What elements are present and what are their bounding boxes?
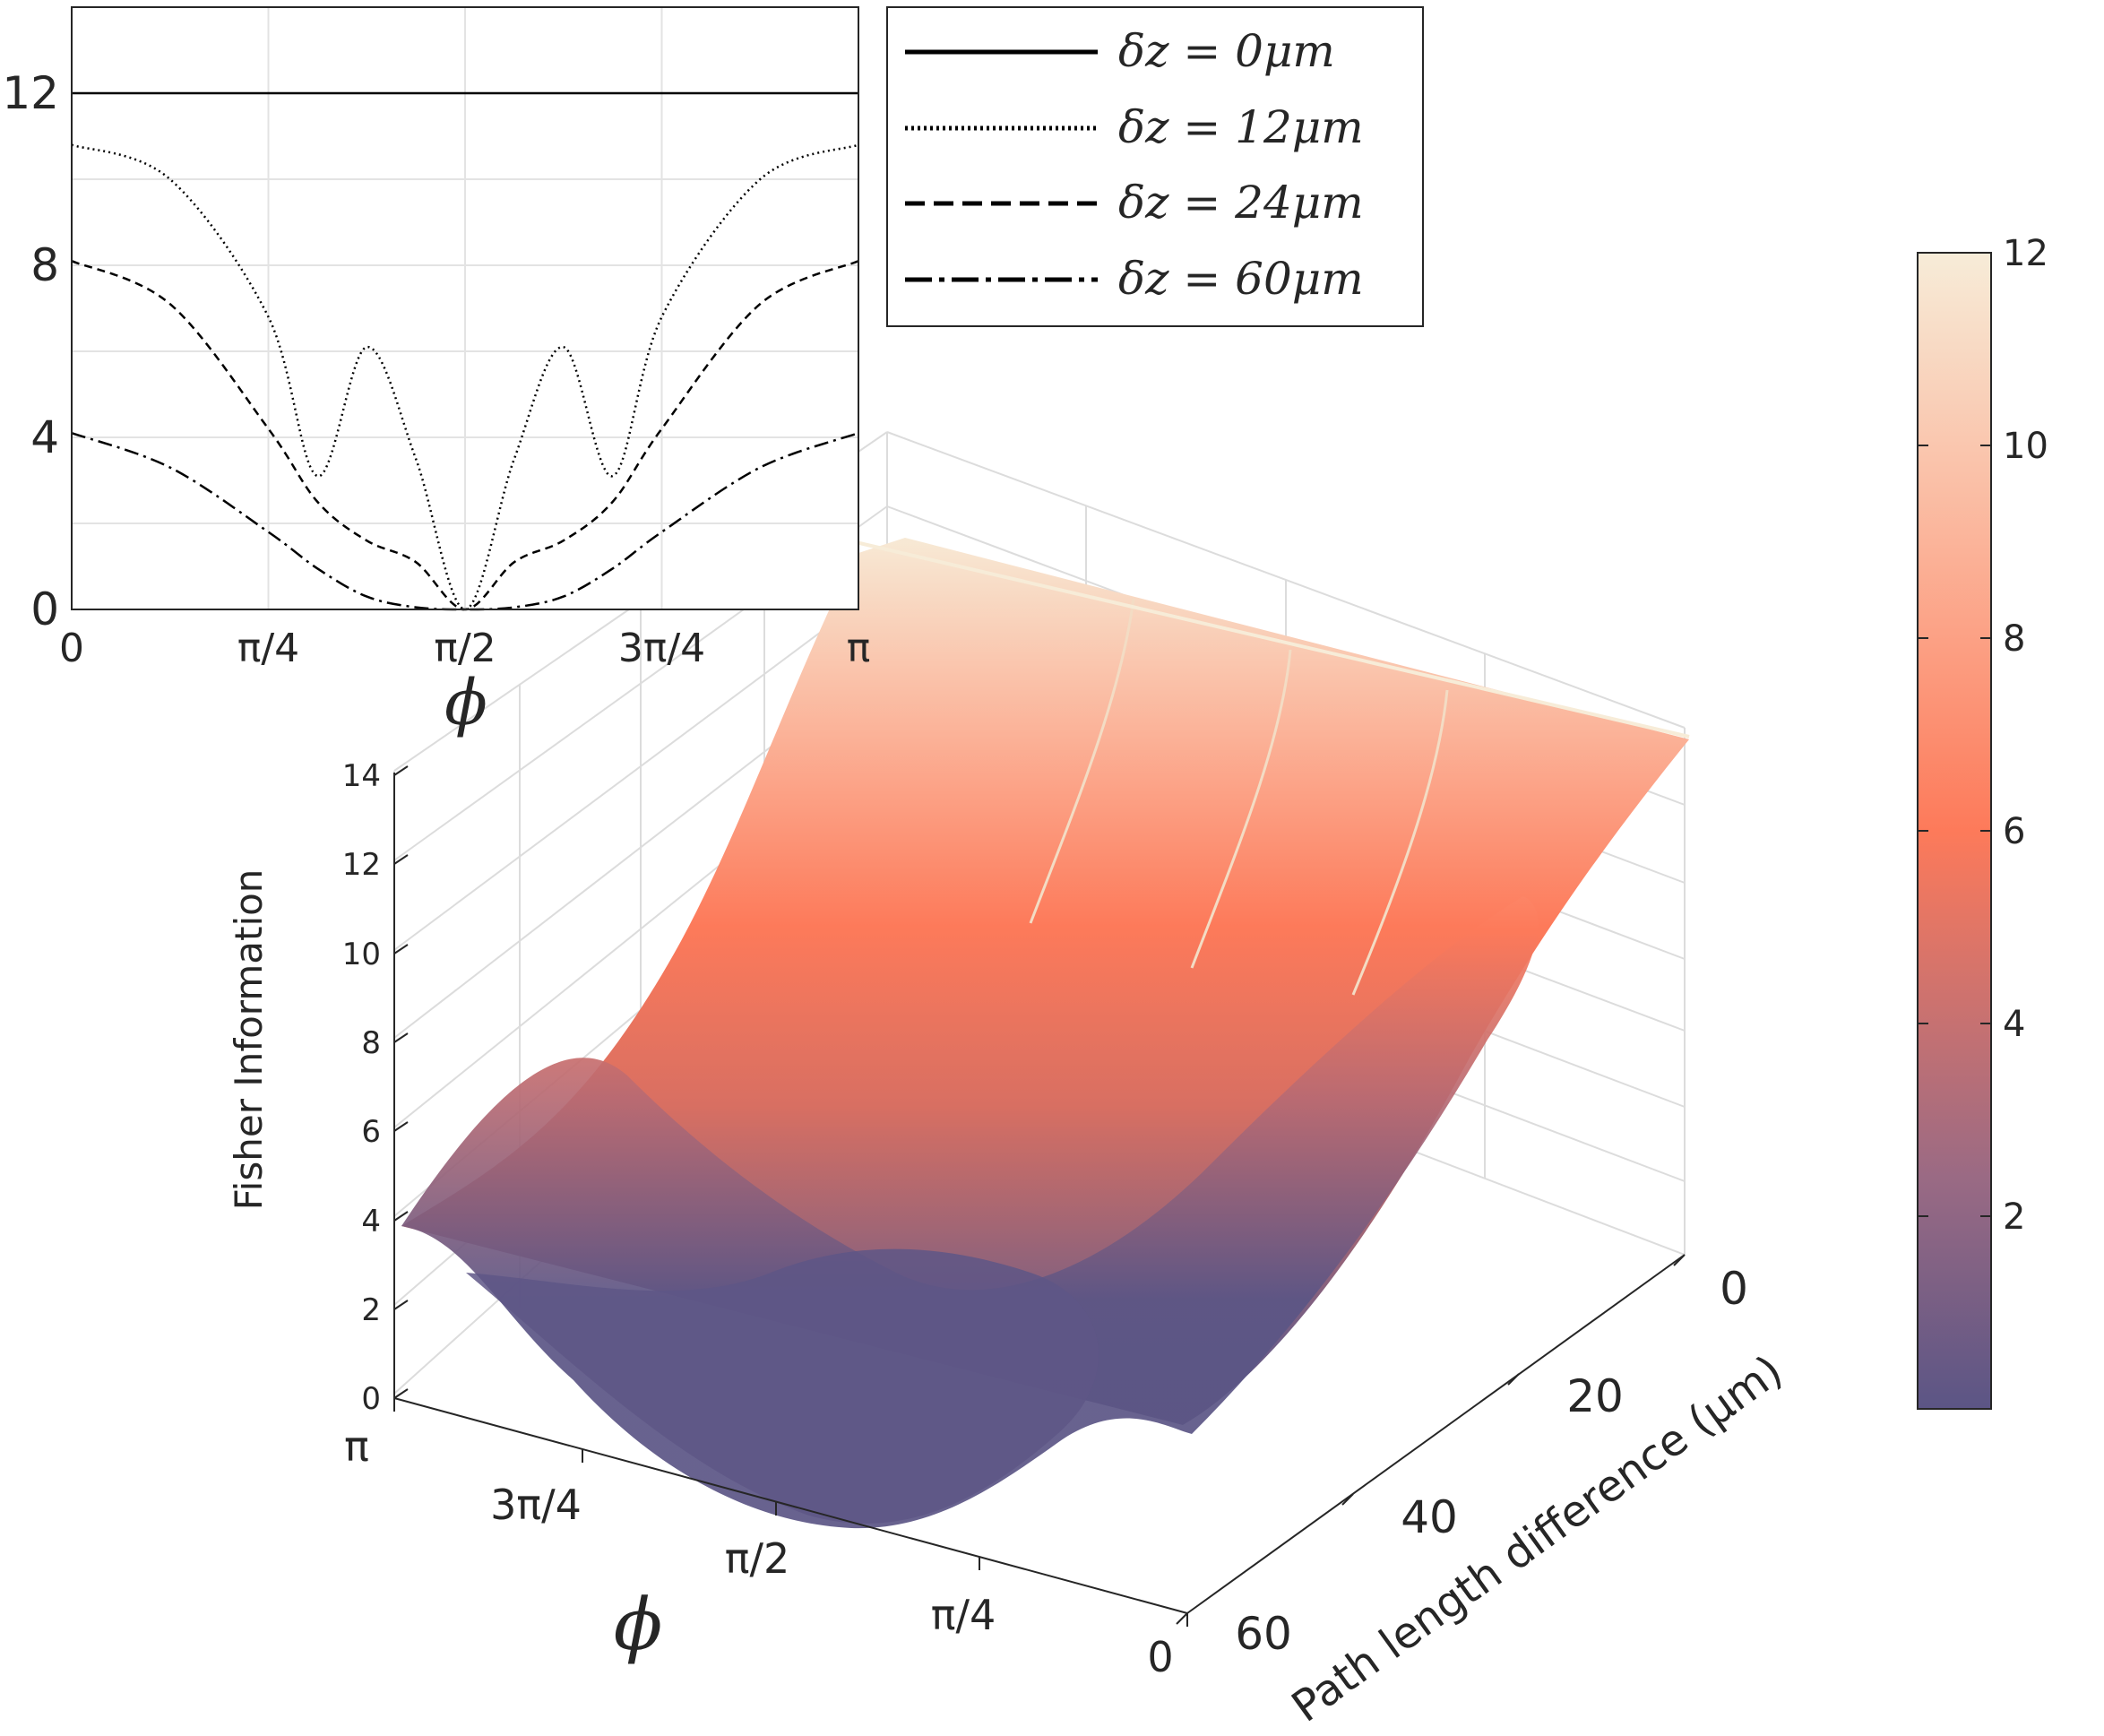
colorbar-tick-label: 12 [2003, 233, 2048, 274]
inset-y-tick-label: 4 [30, 411, 59, 463]
z-axis-label: Fisher Information [227, 869, 271, 1211]
path-tick-label: 0 [1720, 1263, 1748, 1315]
colorbar-ticks [1918, 445, 1991, 1217]
phi-tick-labels: π 3π/4 π/2 π/4 0 [344, 1422, 1173, 1681]
surface-axes [393, 773, 1686, 1614]
legend-entry: δz = 0μm [1118, 25, 1335, 77]
colorbar-bar [1917, 252, 1992, 1410]
inset-series-line [71, 143, 859, 611]
inset-frame [71, 6, 859, 610]
z-tick-label: 0 [361, 1381, 381, 1417]
inset-series-line [71, 432, 859, 611]
legend-entry: δz = 60μm [1118, 253, 1364, 305]
legend-entry: δz = 12μm [1118, 101, 1364, 153]
colorbar-tick-label: 4 [2003, 1004, 2025, 1045]
surface-ridge-3 [1351, 689, 1449, 996]
z-ticks [393, 765, 409, 1399]
phi-tick-label: π/4 [931, 1591, 996, 1639]
path-ticks [1176, 1254, 1686, 1625]
colorbar-tick-label: 2 [2003, 1196, 2025, 1238]
inset-y-tick-labels: 0 4 8 12 [2, 67, 59, 635]
z-tick-label: 4 [361, 1204, 381, 1239]
legend-box [886, 6, 1424, 327]
inset-x-tick-label: 0 [59, 626, 84, 671]
inset-y-tick-label: 8 [30, 239, 59, 291]
surface-top-edge [855, 540, 1690, 738]
z-tick-label: 14 [342, 758, 381, 794]
phi-tick-label: 3π/4 [490, 1481, 582, 1529]
path-tick-label: 60 [1235, 1608, 1292, 1660]
colorbar-tick-label: 10 [2003, 426, 2048, 467]
phi-axis-line [393, 1397, 1188, 1614]
phi-tick-label: π [344, 1422, 369, 1471]
inset-x-tick-label: π/4 [237, 626, 299, 671]
z-tick-label: 6 [361, 1114, 381, 1150]
inset-y-tick-label: 12 [2, 67, 59, 119]
inset-plot: 0 π/4 π/2 3π/4 π 0 4 8 12 ϕ δz = 0μm δz = 12μm … [2, 6, 1424, 739]
z-tick-label: 10 [342, 937, 381, 972]
path-tick-label: 20 [1566, 1370, 1624, 1422]
inset-x-axis-label: ϕ [444, 666, 487, 739]
z-tick-label: 8 [361, 1025, 381, 1061]
z-tick-label: 2 [361, 1292, 381, 1328]
surface-ridge-2 [1190, 649, 1292, 969]
inset-y-tick-label: 0 [30, 583, 59, 635]
colorbar: 2 4 6 8 10 12 [1917, 233, 2048, 1410]
path-axis-line [1186, 1254, 1686, 1614]
fisher-surface [401, 538, 1690, 1529]
phi-tick-label: 0 [1147, 1633, 1173, 1681]
inset-x-tick-labels: 0 π/4 π/2 3π/4 π [59, 626, 870, 671]
inset-x-tick-label: 3π/4 [618, 626, 705, 671]
colorbar-tick-label: 8 [2003, 618, 2025, 660]
inset-x-tick-label: π/2 [434, 626, 496, 671]
phi-axis-label: ϕ [614, 1583, 663, 1666]
legend-entry: δz = 24μm [1118, 177, 1364, 229]
colorbar-tick-label: 6 [2003, 811, 2025, 852]
surface-valley [466, 1248, 1099, 1524]
z-tick-labels: 0 2 4 6 8 10 12 14 [342, 758, 381, 1417]
path-axis-label: Path length difference (μm) [1283, 1345, 1792, 1732]
colorbar-tick-labels: 2 4 6 8 10 12 [2003, 233, 2048, 1238]
phi-tick-label: π/2 [725, 1534, 789, 1583]
path-tick-labels: 0 20 40 60 [1235, 1263, 1748, 1660]
z-tick-label: 12 [342, 847, 381, 883]
inset-legend: δz = 0μm δz = 12μm δz = 24μm δz = 60μm [886, 6, 1424, 327]
surface-ridge-1 [1029, 598, 1135, 924]
inset-x-tick-label: π [847, 626, 871, 671]
path-tick-label: 40 [1401, 1491, 1458, 1543]
phi-ticks [393, 1398, 1188, 1627]
